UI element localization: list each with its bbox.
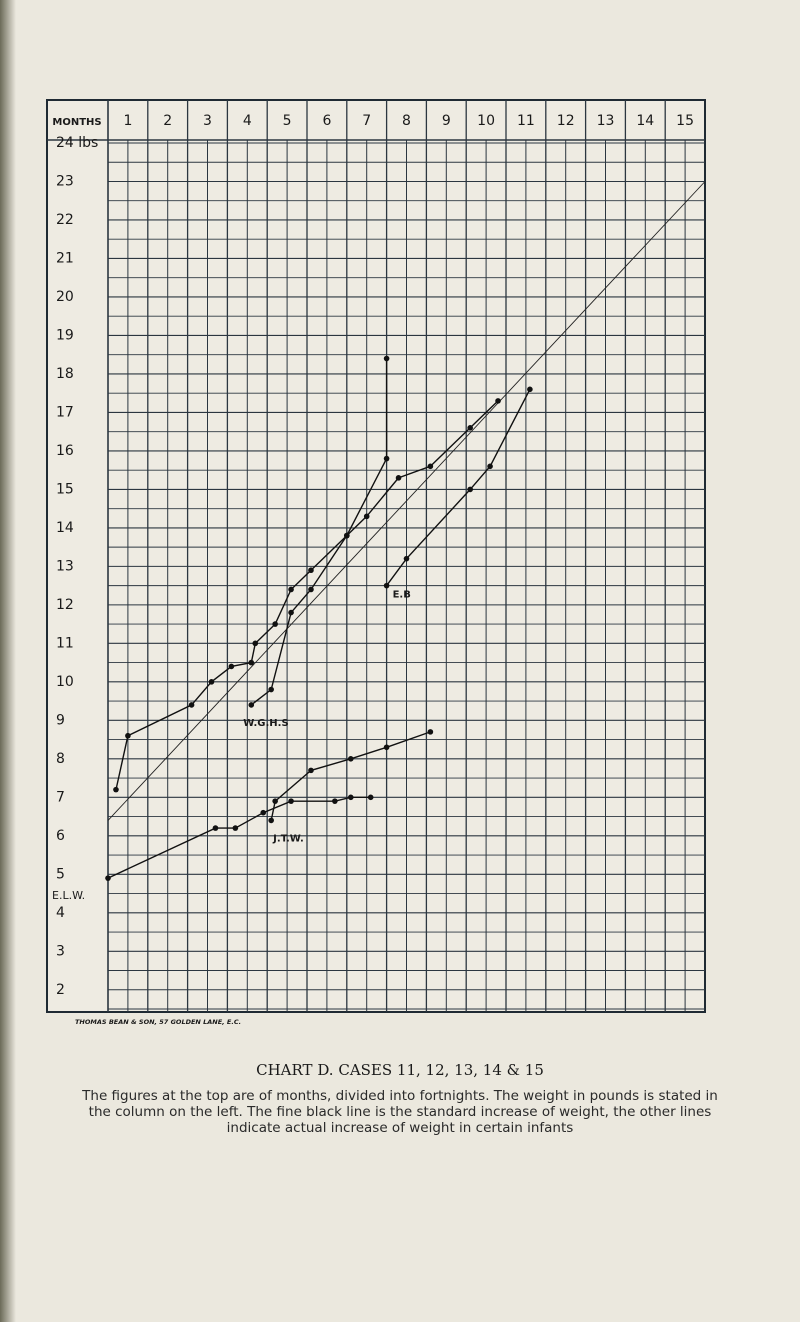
- x-tick-label: 15: [676, 113, 694, 129]
- x-tick-label: 8: [402, 113, 411, 129]
- data-point: [344, 532, 350, 539]
- data-point: [248, 659, 255, 666]
- y-tick-label: 8: [56, 751, 65, 767]
- y-tick-label: 11: [56, 635, 74, 651]
- y-tick-label: 23: [56, 173, 74, 189]
- x-tick-label: 14: [636, 113, 654, 129]
- y-tick-label: 19: [56, 327, 74, 343]
- y-tick-label: 18: [56, 366, 74, 382]
- data-point: [383, 355, 390, 362]
- data-point: [395, 475, 402, 481]
- data-point: [487, 463, 493, 470]
- chart-title: CHART D. CASES 11, 12, 13, 14 & 15: [256, 1061, 544, 1079]
- data-point: [467, 425, 473, 431]
- data-point: [427, 463, 434, 470]
- caption: The figures at the top are of months, di…: [82, 1088, 718, 1136]
- y-tick-label: 4: [56, 905, 65, 921]
- y-tick-label: 7: [56, 789, 65, 805]
- x-tick-label: 9: [442, 113, 451, 129]
- data-point: [308, 586, 314, 593]
- data-point: [403, 555, 410, 562]
- x-tick-label: 4: [243, 113, 252, 129]
- x-tick-label: 2: [163, 113, 172, 129]
- infant-line: [115, 400, 499, 790]
- data-point: [527, 386, 533, 393]
- data-point: [308, 767, 314, 774]
- y-tick-label: 2: [56, 982, 65, 998]
- data-point: [288, 586, 294, 593]
- x-tick-label: 13: [597, 113, 615, 129]
- x-tick-label: 6: [322, 113, 331, 129]
- data-point: [125, 732, 131, 739]
- data-point: [495, 398, 501, 404]
- data-point: [252, 640, 259, 647]
- data-point: [232, 825, 239, 831]
- data-point: [347, 756, 354, 762]
- series-label: E.B: [393, 590, 411, 601]
- x-tick-label: 7: [362, 113, 371, 129]
- data-point: [427, 729, 434, 735]
- y-tick-label: 10: [56, 674, 74, 690]
- data-point: [208, 679, 215, 685]
- x-tick-label: 11: [517, 113, 535, 129]
- data-point: [383, 744, 390, 751]
- data-point: [332, 798, 338, 804]
- infant-line: [270, 731, 431, 821]
- y-tick-label: 5: [56, 866, 65, 882]
- x-tick-label: 5: [283, 113, 292, 129]
- data-point: [105, 875, 111, 881]
- data-point: [188, 702, 195, 708]
- data-point: [367, 794, 374, 801]
- standard-line: [107, 181, 706, 821]
- data-point: [383, 455, 390, 462]
- data-point: [467, 486, 473, 493]
- y-tick-label: 6: [56, 828, 65, 844]
- data-point: [268, 686, 274, 693]
- publisher: THOMAS BEAN & SON, 57 GOLDEN LANE, E.C.: [75, 1018, 241, 1026]
- data-point: [383, 582, 390, 589]
- data-point: [272, 798, 278, 804]
- data-point: [268, 817, 274, 824]
- x-tick-label: 10: [477, 113, 495, 129]
- x-tick-label: 3: [203, 113, 212, 129]
- x-tick-label: 12: [557, 113, 575, 129]
- data-point: [248, 702, 255, 708]
- y-tick-label: 21: [56, 250, 74, 266]
- binding-edge: [0, 0, 16, 1322]
- series-label: J.T.W.: [272, 833, 304, 844]
- x-tick-label: 1: [123, 113, 132, 129]
- data-point: [288, 798, 294, 804]
- y-tick-label: 20: [56, 289, 74, 305]
- corner-label: MONTHS: [52, 117, 101, 128]
- data-point: [212, 825, 219, 831]
- data-point: [347, 794, 354, 801]
- y-tick-label: 14: [56, 520, 74, 536]
- y-tick-label: 9: [56, 712, 65, 728]
- data-point: [228, 663, 235, 670]
- data-point: [308, 567, 314, 574]
- y-tick-label: 3: [56, 943, 65, 959]
- y-tick-label: 17: [56, 404, 74, 420]
- y-tick-label: 16: [56, 443, 74, 459]
- y-tick-label: 24 lbs: [56, 135, 98, 151]
- data-point: [113, 786, 119, 793]
- y-tick-label: 15: [56, 481, 74, 497]
- y-tick-label: 22: [56, 212, 74, 228]
- chart-frame: [46, 99, 706, 1013]
- y-tick-label: 12: [56, 597, 74, 613]
- data-point: [272, 621, 278, 627]
- data-point: [260, 809, 267, 816]
- data-point: [363, 513, 370, 520]
- y-tick-label: 13: [56, 558, 74, 574]
- data-point: [288, 609, 294, 616]
- series-label: E.L.W.: [52, 889, 85, 902]
- series-label: W.G.H.S: [243, 718, 288, 729]
